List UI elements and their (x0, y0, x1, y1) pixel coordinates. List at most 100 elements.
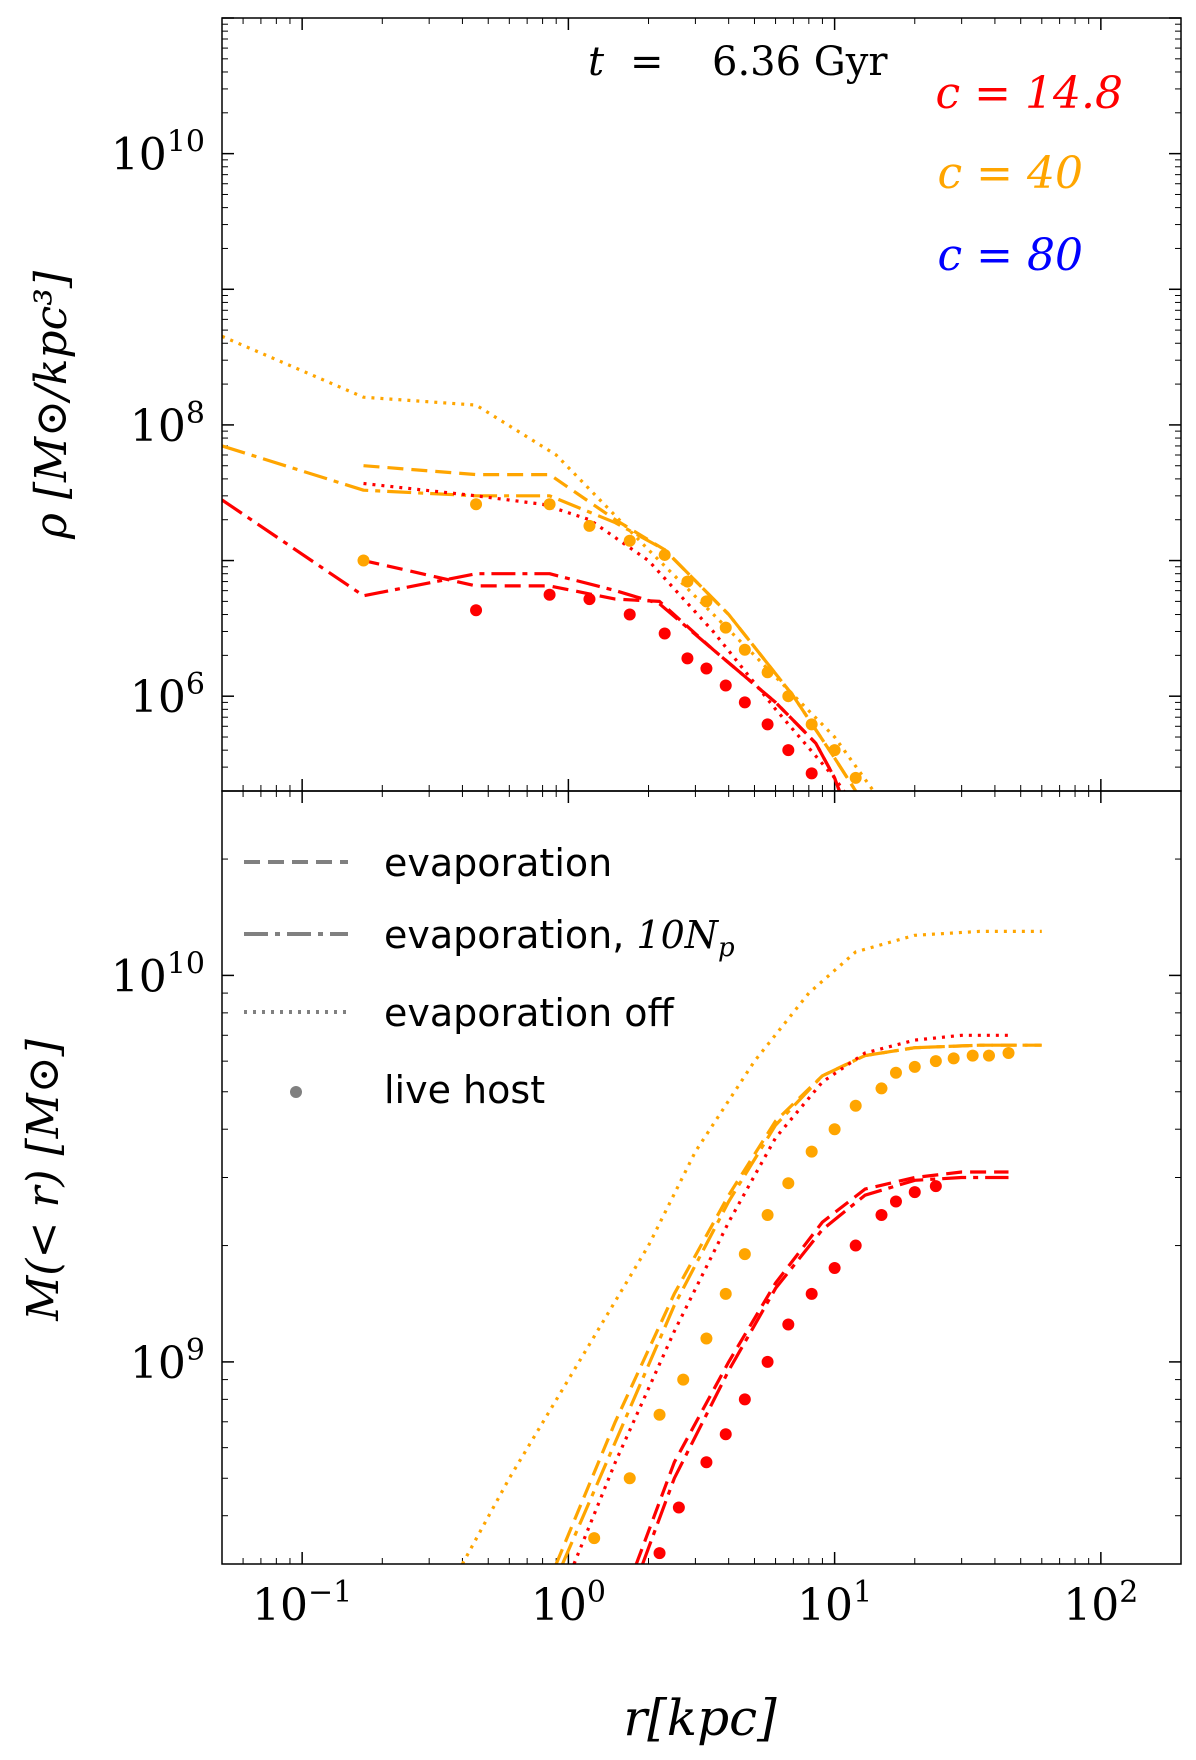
density-c-40-evaporation-off-line (222, 334, 875, 791)
density-series (222, 334, 875, 791)
time-annotation-symbol: t (588, 39, 605, 85)
density-c-40-live-host-point (828, 744, 841, 757)
density-c-40-live-host-point (681, 575, 694, 588)
mass-c-14-8-live-host-point (700, 1456, 713, 1469)
x-tick-label: 10−1 (252, 1575, 352, 1631)
mass-c-14-8-live-host-point (929, 1180, 942, 1193)
mass-c-14-8-live-host-point (908, 1186, 921, 1199)
mass-c-40-live-host-point (782, 1177, 795, 1190)
x-tick-exp: −1 (308, 1575, 352, 1610)
mass-c-14-8-live-host-point (849, 1239, 862, 1252)
mass-c-14-8-live-host-point (672, 1501, 685, 1514)
mass-c-14-8-live-host-point (738, 1393, 751, 1406)
time-annotation-value: 6.36 Gyr (712, 39, 888, 85)
mass-c-14-8-live-host-point (889, 1195, 902, 1208)
mass-x-tick-labels: 10−1 100 101 102 (252, 1575, 1138, 1631)
mass-c-40-live-host-point (875, 1082, 888, 1095)
time-annotation-equals: = (630, 39, 664, 85)
density-c-40-live-host-point (761, 666, 774, 679)
density-c-14-8-evaporation-10np-line (222, 498, 842, 791)
legend-evaporation: evaporation (384, 841, 612, 885)
mass-c-40-live-host-point (719, 1287, 732, 1300)
mass-y-tick-label: 1010 (111, 946, 205, 1002)
density-c-14-8-live-host-point (805, 767, 818, 780)
mass-c-40-live-host-point (947, 1052, 960, 1065)
mass-c-40-live-host-point (805, 1145, 818, 1158)
mass-c-40-live-host-point (588, 1532, 601, 1545)
mass-c-40-live-host-point (889, 1066, 902, 1079)
density-c-40-live-host-point (782, 690, 795, 703)
mass-c-40-live-host-point (908, 1060, 921, 1073)
legend-evaporation-10np: evaporation, 10Np (384, 913, 735, 963)
density-c-14-8-live-host-point (543, 588, 556, 601)
density-c-40-live-host-point (700, 595, 713, 608)
mass-clipped-series (460, 929, 1042, 1564)
mass-c-14-8-live-host-point (761, 1355, 774, 1368)
mass-c-14-8-evaporation-10np-line (641, 1175, 1009, 1564)
density-c-14-8-live-host-point (583, 593, 596, 606)
legend-c-14-8: c = 14.8 (936, 68, 1123, 119)
density-c-40-live-host-point (470, 498, 483, 511)
mass-c-40-evaporation-line (554, 1043, 1042, 1564)
legend-c-80: c = 80 (938, 230, 1083, 281)
mass-c-40-live-host-point (761, 1208, 774, 1221)
density-y-tick-exp: 8 (186, 396, 205, 431)
mass-c-40-live-host-point (653, 1408, 666, 1421)
density-y-tick-label: 106 (130, 667, 205, 723)
mass-c-14-8-live-host-point (875, 1208, 888, 1221)
density-c-14-8-live-host-point (719, 679, 732, 692)
x-tick-label: 100 (531, 1575, 606, 1631)
mass-c-40-live-host-point (738, 1248, 751, 1261)
mass-c-40-live-host-point (828, 1123, 841, 1136)
mass-c-14-8-live-host-point (828, 1261, 841, 1274)
mass-c-14-8-evaporation-line (634, 1170, 1009, 1564)
mass-c-40-live-host-point (700, 1332, 713, 1345)
mass-c-14-8-live-host-point (782, 1318, 795, 1331)
mass-y-axis-label: M(< r) [M⊙] (18, 1038, 69, 1321)
mass-y-tick-exp: 10 (167, 946, 205, 981)
density-c-14-8-live-host-point (470, 604, 483, 617)
mass-c-14-8-live-host-point (653, 1547, 666, 1560)
legend-evaporation-10np-math: 10N (636, 913, 719, 957)
density-c-14-8-evaporation-off-line (363, 481, 846, 791)
density-c-14-8-live-host-point (782, 744, 795, 757)
density-c-40-live-host-point (543, 498, 556, 511)
mass-y-tick-base: 10 (111, 951, 167, 1002)
legend-live-host: live host (384, 1068, 545, 1112)
density-y-tick-base: 10 (130, 401, 186, 452)
mass-c-40-live-host-point (982, 1049, 995, 1062)
density-c-14-8-live-host-point (681, 652, 694, 665)
density-c-40-live-host-point (805, 718, 818, 731)
density-c-40-live-host-point (583, 519, 596, 532)
legend-evaporation-10np-sub: p (718, 933, 735, 963)
style-legend: evaporation evaporation, 10Np evaporatio… (244, 841, 735, 1112)
x-tick-exp: 2 (1119, 1575, 1138, 1610)
density-clipped-series (222, 334, 875, 791)
mass-y-tick-label: 109 (130, 1333, 205, 1389)
x-tick-exp: 1 (853, 1575, 872, 1610)
mass-y-tick-exp: 9 (186, 1333, 205, 1368)
mass-axes-frame (221, 790, 1182, 1565)
x-tick-exp: 0 (587, 1575, 606, 1610)
x-axis-label: r[kpc] (623, 1689, 777, 1747)
mass-c-14-8-live-host-point (805, 1287, 818, 1300)
x-tick-base: 10 (252, 1580, 308, 1631)
mass-c-40-live-host-point (623, 1472, 636, 1485)
density-c-14-8-live-host-point (700, 662, 713, 675)
legend-evaporation-10np-text: evaporation, (384, 913, 636, 957)
density-y-tick-exp: 10 (167, 125, 205, 160)
legend-c-40: c = 40 (938, 148, 1083, 199)
density-y-tick-base: 10 (130, 672, 186, 723)
x-tick-label: 102 (1063, 1575, 1138, 1631)
density-c-40-live-host-point (738, 643, 751, 656)
density-y-tick-label: 108 (130, 396, 205, 452)
x-tick-base: 10 (1063, 1580, 1119, 1631)
density-c-40-live-host-point (357, 554, 370, 567)
mass-c-40-evaporation-10np-line (561, 1043, 1042, 1564)
concentration-legend: c = 14.8 c = 40 c = 80 (936, 68, 1123, 281)
mass-c-14-8-evaporation-off-line (572, 1033, 1009, 1564)
mass-c-40-live-host-point (849, 1099, 862, 1112)
